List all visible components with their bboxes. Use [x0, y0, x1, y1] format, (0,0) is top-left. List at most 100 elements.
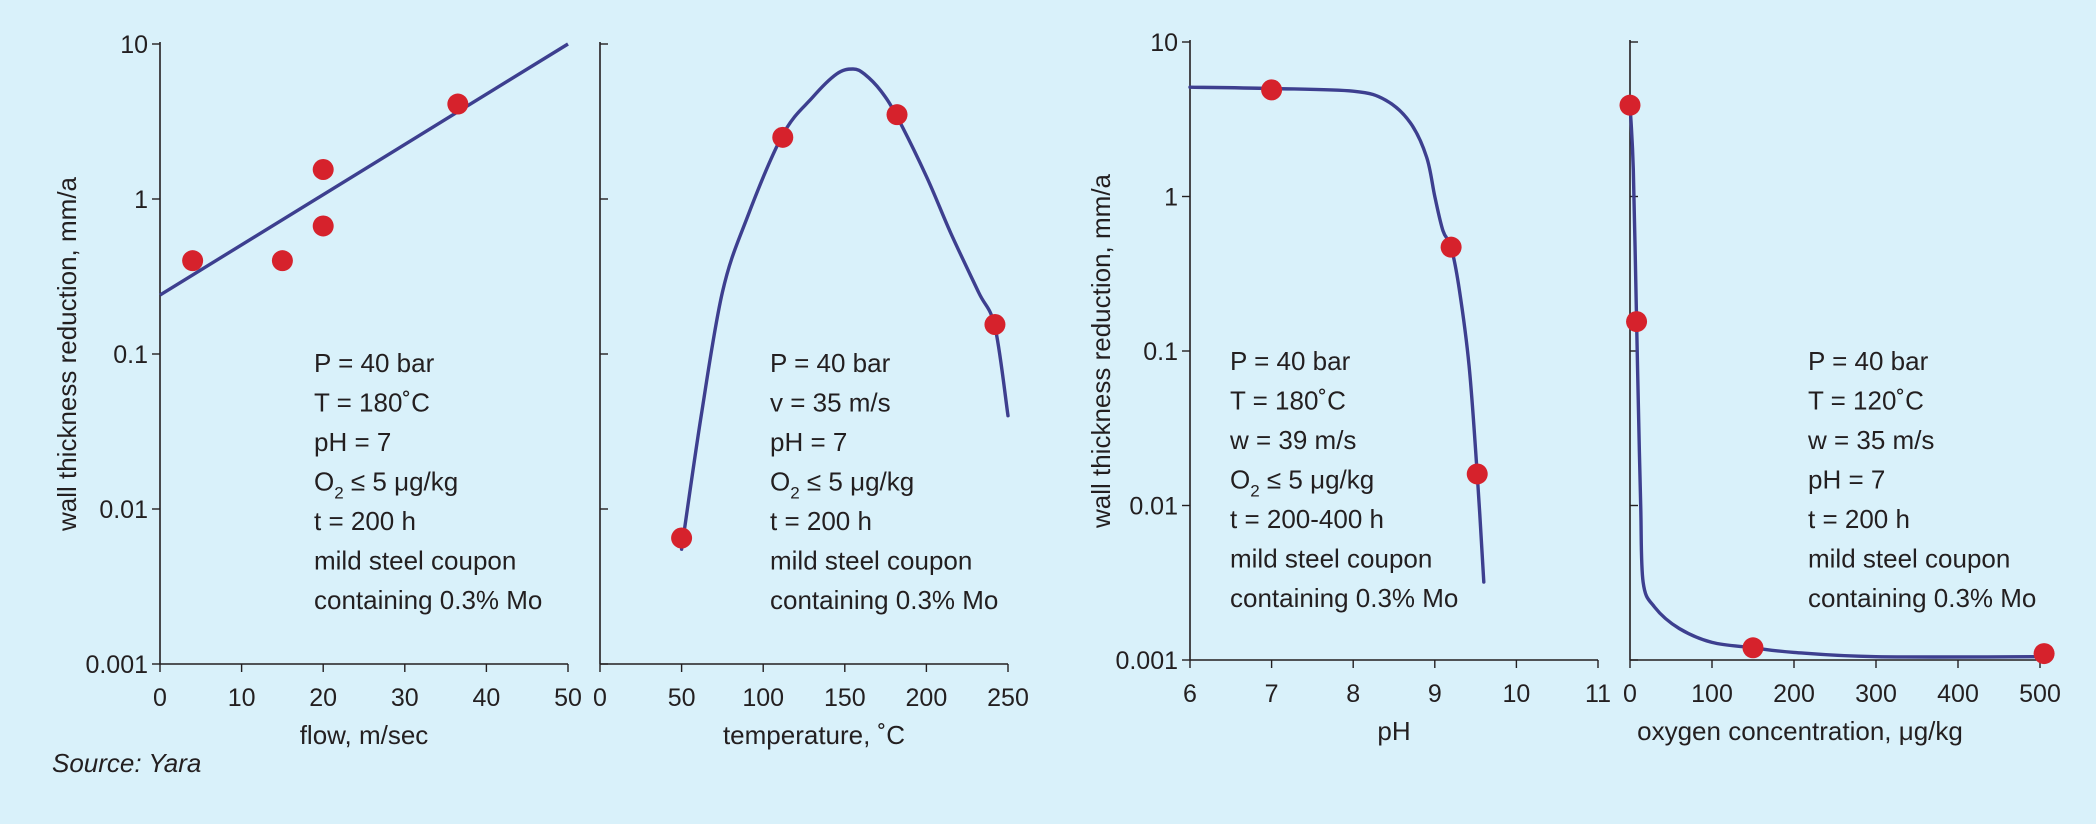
data-point [2033, 643, 2055, 665]
trend-line [159, 42, 569, 297]
annotation-line: P = 40 bar [770, 348, 891, 378]
data-point [312, 158, 334, 180]
annotation-line: t = 200 h [314, 506, 416, 536]
x-tick-label: 300 [1855, 680, 1897, 708]
source-note: Source: Yara [52, 748, 202, 778]
x-axis-title: oxygen concentration, μg/kg [1637, 716, 1963, 746]
annotation-line: containing 0.3% Mo [1230, 583, 1458, 613]
annotation-line: O2 ≤ 5 μg/kg [314, 467, 458, 503]
x-tick-label: 100 [742, 684, 784, 712]
data-point [1742, 637, 1764, 659]
x-tick-label: 400 [1937, 680, 1979, 708]
x-axis-title: temperature, ˚C [723, 720, 905, 750]
y-tick-label: 10 [120, 31, 148, 59]
x-tick-label: 30 [391, 684, 419, 712]
annotation-line: pH = 7 [314, 427, 391, 457]
annotation-line: t = 200-400 h [1230, 504, 1384, 534]
annotation-line: t = 200 h [770, 506, 872, 536]
annotation-text: ≤ 5 μg/kg [1260, 465, 1375, 495]
data-point [1261, 79, 1283, 101]
x-tick-label: 150 [824, 684, 866, 712]
annotation-line: pH = 7 [1808, 465, 1885, 495]
data-point [271, 250, 293, 272]
x-tick-label: 0 [1623, 680, 1637, 708]
parameter-annotation: P = 40 bar T = 180˚C w = 39 m/s O2 ≤ 5 μg/k… [1229, 346, 1458, 613]
annotation-line: containing 0.3% Mo [1808, 583, 2036, 613]
annotation-line: v = 35 m/s [770, 388, 891, 418]
annotation-line: T = 120˚C [1808, 386, 1924, 416]
data-point [1466, 463, 1488, 485]
x-axis-title: flow, m/sec [300, 720, 429, 750]
data-point [1626, 311, 1648, 333]
trend-curve [1188, 85, 1486, 584]
x-tick-label: 10 [228, 684, 256, 712]
y-tick-label: 0.1 [1143, 338, 1178, 366]
data-point [312, 215, 334, 237]
annotation-text: ≤ 5 μg/kg [800, 467, 915, 497]
x-tick-label: 20 [309, 684, 337, 712]
parameter-annotation: P = 40 bar v = 35 m/s pH = 7 O2 ≤ 5 μg/kgt … [770, 348, 998, 615]
y-tick-label: 0.001 [85, 651, 148, 679]
data-point [886, 104, 908, 126]
x-tick-label: 40 [472, 684, 500, 712]
data-point [1440, 236, 1462, 258]
y-tick-label: 0.001 [1115, 647, 1178, 675]
parameter-annotation: P = 40 bar T = 120˚C w = 35 m/s pH = 7 t = 2… [1807, 346, 2036, 613]
data-point [1619, 94, 1641, 116]
x-tick-label: 7 [1265, 680, 1279, 708]
annotation-line: pH = 7 [770, 427, 847, 457]
y-tick-label: 0.01 [1129, 493, 1178, 521]
annotation-line: T = 180˚C [314, 388, 430, 418]
data-point [671, 527, 693, 549]
y-tick-label: 1 [134, 186, 148, 214]
x-tick-label: 200 [1773, 680, 1815, 708]
data-point [772, 126, 794, 148]
x-tick-label: 8 [1346, 680, 1360, 708]
subscript-2: 2 [1250, 482, 1259, 501]
y-tick-label: 1 [1164, 184, 1178, 212]
x-tick-label: 500 [2019, 680, 2061, 708]
annotation-line: w = 35 m/s [1807, 425, 1934, 455]
trend-curve [679, 67, 1010, 551]
annotation-line: t = 200 h [1808, 504, 1910, 534]
annotation-line: mild steel coupon [314, 546, 516, 576]
y-tick-label: 10 [1150, 29, 1178, 57]
chart-panel-4: 0 100 200 300 400 500 oxygen concentration, μg… [1619, 40, 2061, 746]
x-tick-label: 50 [554, 684, 582, 712]
subscript-2: 2 [334, 484, 343, 503]
annotation-line: containing 0.3% Mo [770, 585, 998, 615]
trend-curve [1628, 103, 2046, 659]
chart-panel-2: 0 50 100 150 200 250 temperature, ˚C P = 40 bar… [593, 42, 1029, 750]
annotation-line: P = 40 bar [314, 348, 435, 378]
x-tick-label: 0 [153, 684, 167, 712]
annotation-line: mild steel coupon [1230, 544, 1432, 574]
annotation-text: ≤ 5 μg/kg [344, 467, 459, 497]
annotation-line: O2 ≤ 5 μg/kg [1230, 465, 1374, 501]
data-point [447, 93, 469, 115]
x-tick-label: 100 [1691, 680, 1733, 708]
x-tick-label: 250 [987, 684, 1029, 712]
data-point [984, 313, 1006, 335]
annotation-line: P = 40 bar [1230, 346, 1351, 376]
x-tick-label: 50 [668, 684, 696, 712]
annotation-line: P = 40 bar [1808, 346, 1929, 376]
annotation-line: T = 180˚C [1230, 386, 1346, 416]
data-point [182, 250, 204, 272]
subscript-2: 2 [790, 484, 799, 503]
x-tick-label: 200 [906, 684, 948, 712]
annotation-line: w = 39 m/s [1229, 425, 1356, 455]
annotation-line: containing 0.3% Mo [314, 585, 542, 615]
x-axis-title: pH [1377, 716, 1410, 746]
x-tick-label: 9 [1428, 680, 1442, 708]
x-tick-label: 6 [1183, 680, 1197, 708]
annotation-line: O2 ≤ 5 μg/kg [770, 467, 914, 503]
x-tick-label: 10 [1502, 680, 1530, 708]
annotation-line: mild steel coupon [770, 546, 972, 576]
y-tick-label: 0.01 [99, 496, 148, 524]
y-axis-title: wall thickness reduction, mm/a [1086, 173, 1116, 529]
annotation-line: mild steel coupon [1808, 544, 2010, 574]
